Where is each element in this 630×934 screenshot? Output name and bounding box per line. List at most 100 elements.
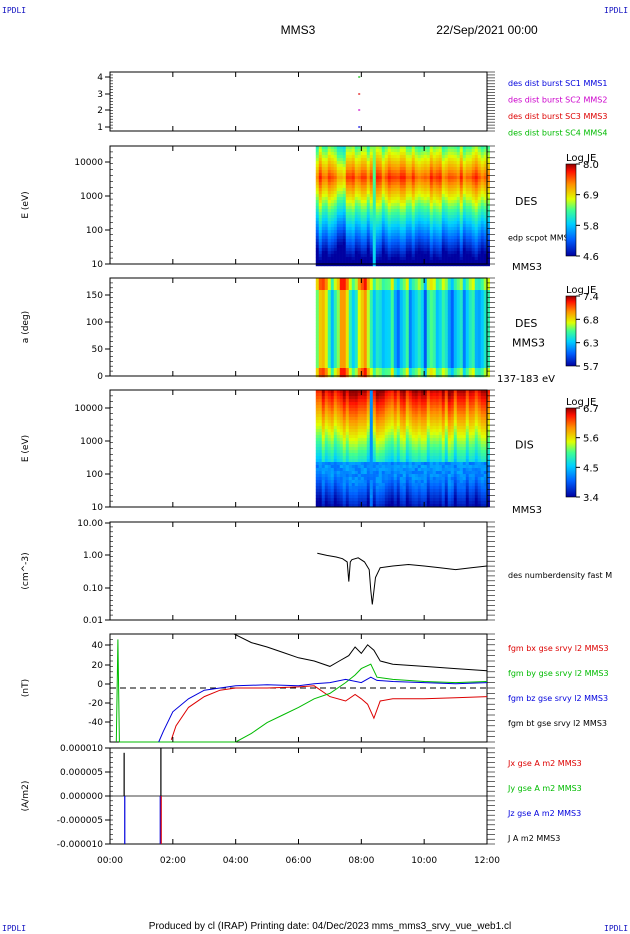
heatmap-cell <box>339 429 343 433</box>
heatmap-cell <box>348 426 352 430</box>
heatmap-cell <box>324 281 328 285</box>
heatmap-cell <box>396 203 400 207</box>
heatmap-cell <box>453 164 457 168</box>
heatmap-cell <box>381 281 385 285</box>
heatmap-cell <box>483 236 487 240</box>
heatmap-cell <box>324 362 328 366</box>
heatmap-cell <box>465 209 469 213</box>
heatmap-cell <box>342 468 346 472</box>
heatmap-cell <box>471 329 475 333</box>
heatmap-cell <box>405 299 409 303</box>
heatmap-cell <box>366 185 370 189</box>
heatmap-cell <box>441 251 445 255</box>
heatmap-cell <box>438 368 442 372</box>
heatmap-cell <box>342 308 346 312</box>
heatmap-cell <box>450 305 454 309</box>
heatmap-cell <box>351 368 355 372</box>
heatmap-cell <box>381 227 385 231</box>
heatmap-cell <box>321 287 325 291</box>
heatmap-cell <box>327 227 331 231</box>
heatmap-cell <box>384 278 388 282</box>
heatmap-cell <box>435 155 439 159</box>
heatmap-cell <box>336 474 340 478</box>
heatmap-cell <box>399 218 403 222</box>
heatmap-cell <box>459 197 463 201</box>
heatmap-cell <box>351 462 355 466</box>
heatmap-cell <box>348 477 352 481</box>
heatmap-cell <box>333 353 337 357</box>
heatmap-cell <box>324 251 328 255</box>
heatmap-cell <box>333 474 337 478</box>
heatmap-cell <box>390 176 394 180</box>
heatmap-cell <box>318 456 322 460</box>
heatmap-cell <box>318 462 322 466</box>
heatmap-cell <box>360 212 364 216</box>
heatmap-cell <box>441 353 445 357</box>
heatmap-cell <box>360 365 364 369</box>
heatmap-cell <box>438 320 442 324</box>
heatmap-cell <box>327 347 331 351</box>
heatmap-cell <box>321 486 325 490</box>
heatmap-cell <box>411 245 415 249</box>
heatmap-cell <box>408 248 412 252</box>
heatmap-cell <box>330 447 334 451</box>
heatmap-cell <box>402 188 406 192</box>
heatmap-cell <box>351 248 355 252</box>
heatmap-cell <box>471 191 475 195</box>
heatmap-cell <box>462 371 466 375</box>
heatmap-cell <box>339 293 343 297</box>
heatmap-cell <box>345 405 349 409</box>
heatmap-cell <box>417 260 421 264</box>
heatmap-cell <box>396 368 400 372</box>
heatmap-cell <box>384 365 388 369</box>
heatmap-cell <box>414 311 418 315</box>
heatmap-cell <box>321 411 325 415</box>
heatmap-cell <box>318 182 322 186</box>
heatmap-cell <box>381 317 385 321</box>
heatmap-cell <box>438 257 442 261</box>
heatmap-cell <box>414 257 418 261</box>
heatmap-cell <box>339 215 343 219</box>
heatmap-cell <box>339 218 343 222</box>
heatmap-cell <box>342 474 346 478</box>
heatmap-cell <box>465 296 469 300</box>
heatmap-cell <box>315 468 319 472</box>
heatmap-cell <box>339 260 343 264</box>
heatmap-cell <box>483 308 487 312</box>
heatmap-cell <box>429 362 433 366</box>
heatmap-cell <box>441 173 445 177</box>
heatmap-cell <box>369 167 373 171</box>
heatmap-cell <box>321 396 325 400</box>
heatmap-cell <box>357 230 361 234</box>
heatmap-cell <box>468 323 472 327</box>
heatmap-cell <box>432 371 436 375</box>
heatmap-cell <box>390 218 394 222</box>
heatmap-cell <box>327 480 331 484</box>
heatmap-cell <box>399 155 403 159</box>
heatmap-cell <box>405 362 409 366</box>
heatmap-cell <box>393 305 397 309</box>
heatmap-cell <box>390 173 394 177</box>
heatmap-cell <box>450 230 454 234</box>
heatmap-cell <box>432 236 436 240</box>
heatmap-cell <box>381 170 385 174</box>
heatmap-cell <box>315 365 319 369</box>
heatmap-cell <box>450 257 454 261</box>
heatmap-cell <box>462 146 466 150</box>
heatmap-cell <box>339 206 343 210</box>
heatmap-cell <box>354 308 358 312</box>
heatmap-cell <box>411 212 415 216</box>
heatmap-cell <box>459 320 463 324</box>
heatmap-cell <box>363 206 367 210</box>
heatmap-cell <box>408 356 412 360</box>
heatmap-cell <box>465 353 469 357</box>
heatmap-cell <box>417 302 421 306</box>
heatmap-cell <box>342 350 346 354</box>
heatmap-cell <box>342 251 346 255</box>
heatmap-cell <box>345 489 349 493</box>
heatmap-cell <box>348 347 352 351</box>
heatmap-cell <box>375 230 379 234</box>
heatmap-cell <box>414 206 418 210</box>
heatmap-cell <box>480 326 484 330</box>
heatmap-cell <box>330 230 334 234</box>
